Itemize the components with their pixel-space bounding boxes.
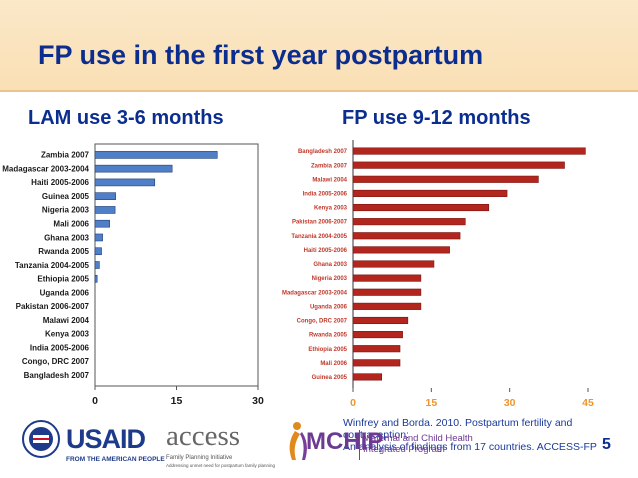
category-label: Malawi 2004 xyxy=(312,177,347,183)
bar xyxy=(352,288,422,296)
title-divider xyxy=(0,90,638,92)
lam-chart: Zambia 2007 Madagascar 2003-2004 Haiti 200… xyxy=(2,143,264,407)
category-label: Madagascar 2003-2004 xyxy=(282,290,348,296)
bar xyxy=(352,345,401,353)
category-label: Mali 2006 xyxy=(53,220,89,229)
category-label: Guinea 2005 xyxy=(312,375,348,381)
bar xyxy=(94,206,116,214)
x-tick-label: 30 xyxy=(252,395,264,407)
access-tagline-2: Addressing unmet need for postpartum fam… xyxy=(166,463,276,468)
bar xyxy=(94,178,156,187)
fp-chart: Bangladesh 2007 Zambia 2007 Malawi 2004 Ind… xyxy=(282,140,594,409)
logo-strip: USAID FROM THE AMERICAN PEOPLE access Fa… xyxy=(0,412,330,478)
bar xyxy=(352,203,490,212)
category-label: India 2005-2006 xyxy=(30,343,90,352)
mchip-figure-icon xyxy=(289,422,307,460)
mchip-tagline: Maternal and Child Health Integrated Pro… xyxy=(363,433,473,455)
category-label: Ghana 2003 xyxy=(313,262,347,268)
usaid-logo: USAID xyxy=(66,424,146,454)
bar xyxy=(352,161,565,169)
mchip-tagline-2: Integrated Program xyxy=(363,444,445,455)
category-label: Uganda 2006 xyxy=(310,304,348,310)
bar xyxy=(352,260,435,268)
bar xyxy=(94,233,103,242)
category-label: Nigeria 2003 xyxy=(42,206,90,215)
bar xyxy=(94,274,98,283)
x-tick-label: 15 xyxy=(171,395,183,407)
right-chart-heading: FP use 9-12 months xyxy=(342,107,531,129)
x-tick-label: 0 xyxy=(350,397,356,409)
category-label: Ethiopia 2005 xyxy=(37,275,89,284)
citation-line-2: An analysis of findings from 17 countrie… xyxy=(343,441,597,453)
bar xyxy=(352,274,422,282)
mchip-logo: MCHIP xyxy=(306,428,384,455)
bar xyxy=(352,373,383,381)
category-label: Malawi 2004 xyxy=(43,316,90,325)
category-label: Congo, DRC 2007 xyxy=(22,357,90,366)
bar xyxy=(352,189,508,197)
category-label: Tanzania 2004-2005 xyxy=(15,261,90,270)
category-label: Ethiopia 2005 xyxy=(308,347,347,353)
category-label: Uganda 2006 xyxy=(40,288,90,297)
category-label: Kenya 2003 xyxy=(45,330,90,339)
bar xyxy=(352,302,422,310)
bar xyxy=(352,246,450,254)
category-label: India 2005-2006 xyxy=(303,192,348,198)
category-label: Guinea 2005 xyxy=(42,192,90,201)
bar xyxy=(352,218,466,226)
category-label: Haiti 2005-2006 xyxy=(304,248,348,254)
bar xyxy=(94,164,173,173)
left-chart-heading: LAM use 3-6 months xyxy=(28,107,224,129)
category-label: Nigeria 2003 xyxy=(312,276,348,282)
x-tick-label: 45 xyxy=(582,397,594,409)
category-label: Tanzania 2004-2005 xyxy=(291,234,347,240)
category-label: Bangladesh 2007 xyxy=(24,371,90,380)
usaid-seal-icon xyxy=(22,420,60,458)
category-label: Ghana 2003 xyxy=(44,233,89,242)
bar xyxy=(352,359,401,367)
bar xyxy=(94,219,110,228)
category-label: Congo, DRC 2007 xyxy=(297,319,348,325)
title-banner xyxy=(0,0,638,92)
bar xyxy=(94,247,102,256)
usaid-tagline: FROM THE AMERICAN PEOPLE xyxy=(66,456,165,463)
access-tagline-1: Family Planning Initiative xyxy=(166,455,233,461)
category-label: Pakistan 2006-2007 xyxy=(16,302,90,311)
bar xyxy=(94,192,116,200)
bar xyxy=(352,175,539,183)
bar xyxy=(94,151,218,159)
category-label: Madagascar 2003-2004 xyxy=(2,164,89,173)
bar xyxy=(94,261,100,269)
category-label: Zambia 2007 xyxy=(311,163,348,169)
category-label: Kenya 2003 xyxy=(314,206,348,212)
category-label: Haiti 2005-2006 xyxy=(31,178,89,187)
access-logo: access xyxy=(166,420,241,452)
category-label: Zambia 2007 xyxy=(41,151,90,160)
x-tick-label: 30 xyxy=(504,397,516,409)
bar xyxy=(352,331,403,339)
page-title: FP use in the first year postpartum xyxy=(38,40,484,70)
bar xyxy=(352,316,409,325)
mchip-tagline-1: Maternal and Child Health xyxy=(363,433,473,444)
category-label: Rwanda 2005 xyxy=(309,333,348,339)
x-tick-label: 15 xyxy=(425,397,437,409)
mchip-divider xyxy=(359,430,360,460)
category-label: Rwanda 2005 xyxy=(38,247,89,256)
category-label: Mali 2006 xyxy=(320,361,347,367)
bar xyxy=(352,232,461,240)
category-label: Pakistan 2006-2007 xyxy=(292,220,348,226)
page-number: 5 xyxy=(602,436,611,453)
bar xyxy=(352,147,586,155)
x-tick-label: 0 xyxy=(92,395,98,407)
category-label: Bangladesh 2007 xyxy=(298,149,348,155)
